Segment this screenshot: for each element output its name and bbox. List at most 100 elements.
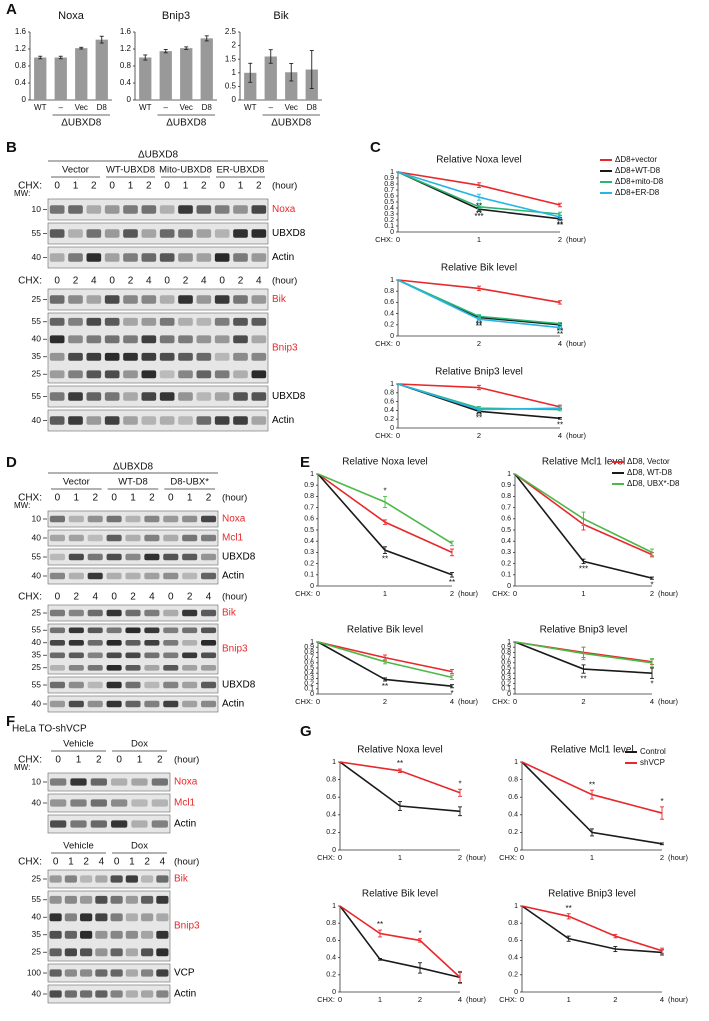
- y-tick-label: 0.8: [326, 920, 336, 927]
- blot-band: [125, 572, 141, 580]
- y-tick-label: 0.9: [304, 644, 314, 651]
- blot-band: [196, 335, 212, 344]
- x-prefix: CHX:: [492, 697, 510, 706]
- x-tick-label: 0: [520, 853, 524, 862]
- blot-band: [251, 392, 267, 401]
- mw-value: 40: [32, 415, 42, 425]
- blot-band: [141, 335, 157, 344]
- blot-band: [80, 913, 93, 922]
- bar: [54, 57, 67, 100]
- y-tick-label: 0.2: [326, 972, 336, 979]
- blot-band: [106, 515, 122, 523]
- y-tick-label: 0: [310, 583, 314, 590]
- blot-band: [111, 799, 128, 807]
- chart-title: Bnip3: [162, 10, 190, 22]
- blot-band: [68, 335, 83, 344]
- blot-band: [125, 664, 141, 671]
- significance: *: [458, 779, 461, 788]
- x-unit: (hour): [668, 995, 689, 1004]
- blot-strip: [47, 814, 171, 834]
- chx-value: 1: [76, 755, 82, 766]
- series-line: [339, 905, 461, 979]
- y-tick-label: 0.4: [15, 78, 27, 87]
- blot-band: [178, 205, 193, 214]
- blot-band: [141, 370, 157, 379]
- chx-value: 0: [219, 276, 225, 287]
- blot-band: [131, 820, 148, 828]
- blot-band: [201, 681, 217, 689]
- blot-band: [68, 652, 84, 659]
- blot-band: [182, 664, 198, 671]
- x-unit: (hour): [566, 339, 587, 348]
- y-tick-label: 0.1: [304, 686, 314, 693]
- blot-band: [64, 969, 77, 977]
- blot-band: [251, 229, 267, 238]
- chx-unit: (hour): [272, 181, 297, 192]
- y-tick-label: 0.6: [304, 660, 314, 667]
- y-tick-label: 1: [514, 903, 518, 910]
- blot-strip: [47, 567, 219, 585]
- blot-band: [233, 370, 248, 379]
- blot-band: [151, 820, 168, 828]
- blot-band: [64, 913, 77, 922]
- legend-label: ΔD8, Vector: [627, 457, 670, 466]
- mw-value: 25: [32, 369, 42, 379]
- chart-title: Relative Noxa level: [357, 745, 443, 756]
- blot-band: [163, 534, 179, 542]
- blot-band: [196, 205, 212, 214]
- mw-label: MW:: [14, 763, 30, 772]
- blot-band: [125, 969, 138, 977]
- blot-band: [49, 627, 65, 634]
- y-tick-label: 0.8: [304, 493, 314, 500]
- blot-band: [110, 948, 123, 957]
- blot-band: [68, 572, 84, 580]
- chx-value: 0: [111, 493, 117, 504]
- blot-band: [104, 392, 120, 401]
- significance: *: [450, 689, 453, 698]
- blot-band: [123, 295, 138, 304]
- x-tick-label: 2: [458, 853, 462, 862]
- blot-band: [49, 895, 62, 904]
- chart-title: Relative Bnip3 level: [548, 889, 636, 900]
- blot-band: [106, 534, 122, 542]
- legend-label: ΔD8+ER-D8: [615, 188, 660, 197]
- legend-label: ΔD8, WT-D8: [627, 468, 672, 477]
- blot-band: [131, 799, 148, 807]
- chx-value: 0: [55, 755, 61, 766]
- blot-band: [144, 572, 160, 580]
- x-tick-label: 2: [450, 589, 454, 598]
- y-tick-label: 0.1: [501, 686, 511, 693]
- blot-band: [163, 572, 179, 580]
- blot-band: [49, 681, 65, 689]
- x-prefix: CHX:: [317, 853, 335, 862]
- blot-band: [125, 895, 138, 904]
- y-tick-label: 0.2: [501, 560, 511, 567]
- blot-band: [80, 875, 93, 883]
- blot-band: [49, 572, 65, 580]
- blot-band: [214, 370, 230, 379]
- chx-unit: (hour): [222, 592, 247, 603]
- mw-value: 40: [32, 912, 42, 922]
- blot-band: [233, 229, 248, 238]
- chx-value: 0: [111, 592, 117, 603]
- y-tick-label: 2.5: [225, 27, 237, 36]
- blot-band: [214, 352, 230, 361]
- x-tick-label: WT: [34, 103, 47, 112]
- blot-band: [64, 895, 77, 904]
- blot-band: [201, 553, 217, 561]
- blot-band: [159, 392, 175, 401]
- blot-band: [141, 295, 157, 304]
- blot-band: [159, 295, 175, 304]
- chx-label: CHX:: [18, 592, 42, 603]
- x-prefix: CHX:: [492, 589, 510, 598]
- bar: [34, 57, 47, 100]
- mw-label: MW:: [14, 189, 30, 198]
- blot-band: [125, 700, 141, 708]
- x-unit: (hour): [466, 853, 487, 862]
- blot-band: [159, 370, 175, 379]
- blot-band: [196, 392, 212, 401]
- blot-band: [159, 205, 175, 214]
- blot-band: [156, 895, 169, 904]
- y-tick-label: 0.5: [384, 199, 394, 206]
- y-tick-label: 1: [332, 759, 336, 766]
